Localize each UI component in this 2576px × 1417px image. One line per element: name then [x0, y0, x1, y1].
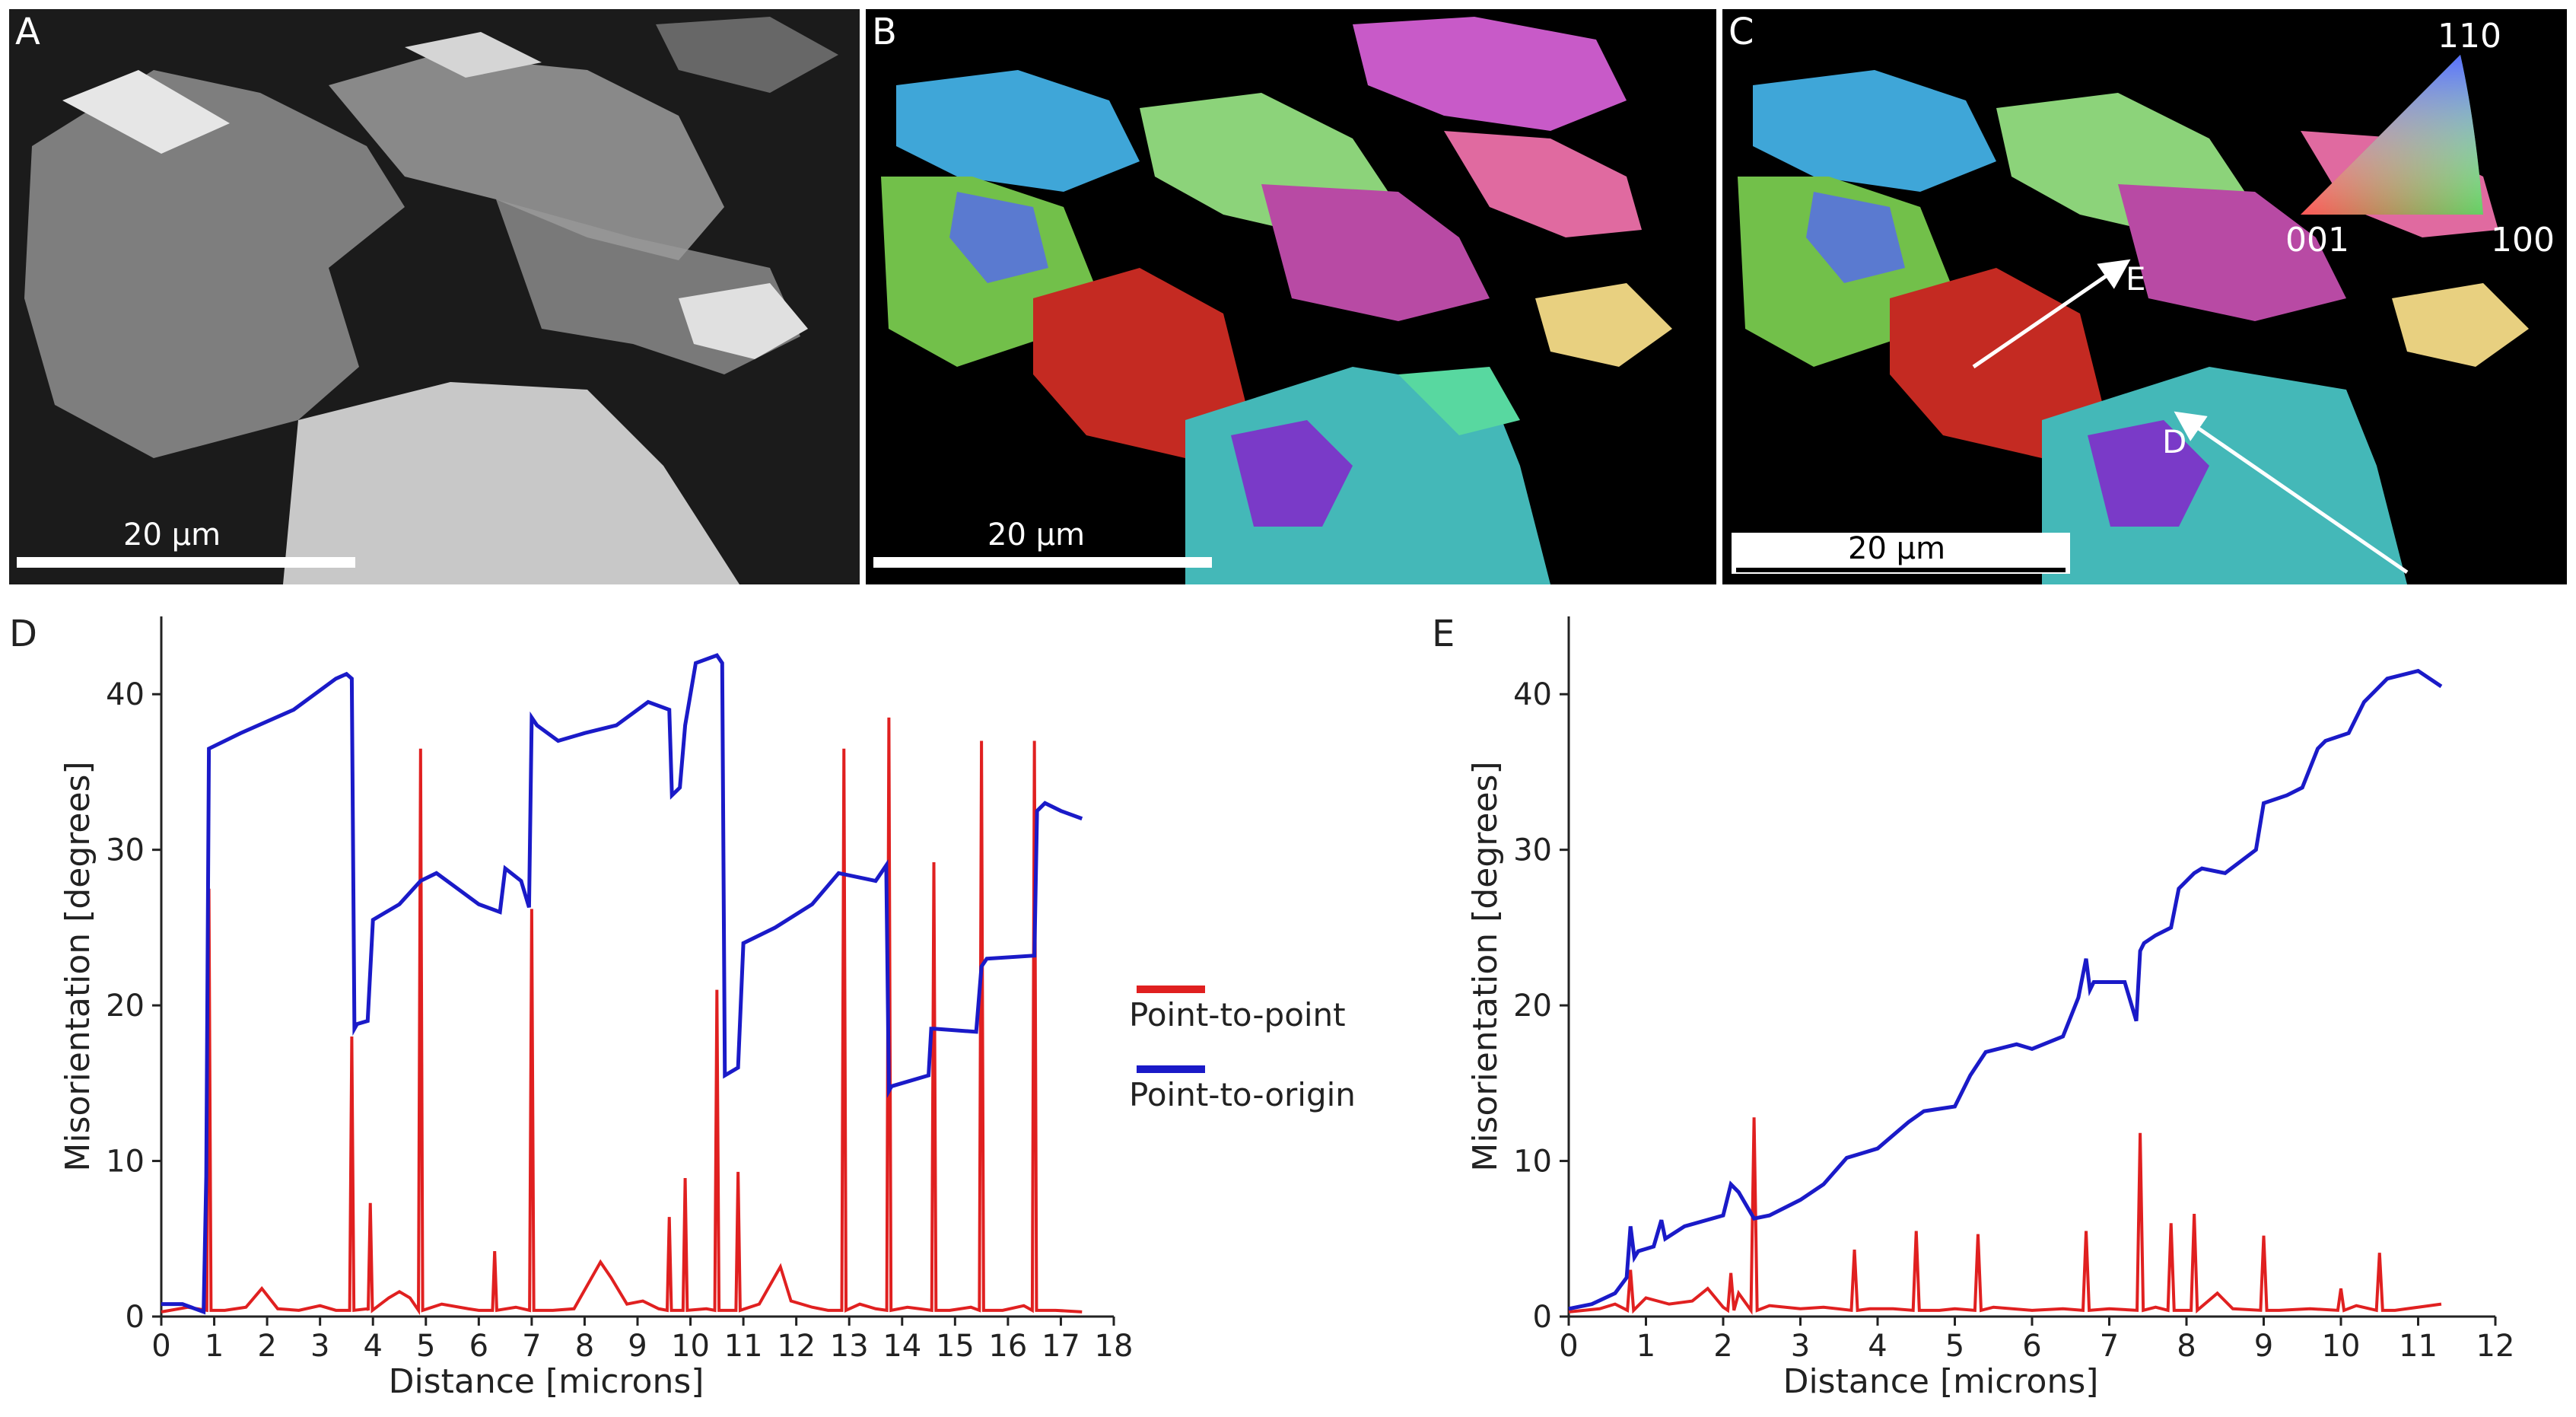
- arrow-label-e: E: [2126, 260, 2146, 298]
- legend-label-point-to-point: Point-to-point: [1129, 996, 1346, 1033]
- x-axis-label: Distance [microns]: [1783, 1362, 2099, 1401]
- ipf-color-key: [2301, 55, 2483, 215]
- panel-label-b: B: [872, 11, 897, 53]
- x-tick-label: 11: [2399, 1329, 2438, 1364]
- x-tick-label: 0: [151, 1329, 170, 1364]
- x-tick-label: 12: [777, 1329, 816, 1364]
- ipf-label-110: 110: [2438, 17, 2501, 56]
- x-tick-label: 9: [2254, 1329, 2273, 1364]
- x-tick-label: 11: [724, 1329, 763, 1364]
- y-tick-label: 10: [106, 1145, 145, 1180]
- x-tick-label: 3: [1791, 1329, 1810, 1364]
- x-tick-label: 4: [1868, 1329, 1887, 1364]
- y-axis-label: Misorientation [degrees]: [59, 761, 97, 1171]
- x-tick-label: 2: [257, 1329, 276, 1364]
- x-tick-label: 1: [1636, 1329, 1655, 1364]
- x-tick-label: 8: [575, 1329, 594, 1364]
- y-tick-label: 10: [1513, 1145, 1552, 1180]
- y-tick-label: 20: [1513, 989, 1552, 1024]
- arrow-e: [1972, 259, 2131, 369]
- x-tick-label: 2: [1713, 1329, 1732, 1364]
- x-tick-label: 7: [2100, 1329, 2119, 1364]
- x-tick-label: 5: [1945, 1329, 1964, 1364]
- ipf-label-001: 001: [2285, 221, 2349, 260]
- panel-b-ebsd-map: B 20 µm: [866, 9, 1716, 584]
- x-tick-label: 0: [1559, 1329, 1578, 1364]
- x-tick-label: 12: [2476, 1329, 2515, 1364]
- series-point-to-origin: [1568, 668, 2443, 1311]
- y-tick-label: 20: [106, 989, 145, 1024]
- y-axis-label: Misorientation [degrees]: [1466, 761, 1505, 1171]
- x-tick-label: 8: [2177, 1329, 2196, 1364]
- y-tick-label: 0: [1533, 1300, 1552, 1335]
- x-tick-label: 4: [363, 1329, 382, 1364]
- sem-micrograph: [9, 9, 860, 584]
- scale-bar-b: [873, 557, 1212, 568]
- x-tick-label: 10: [671, 1329, 710, 1364]
- x-tick-label: 15: [936, 1329, 975, 1364]
- y-tick-label: 30: [1513, 833, 1552, 868]
- x-tick-label: 10: [2322, 1329, 2361, 1364]
- scale-label-a: 20 µm: [123, 517, 221, 552]
- series-point-to-point: [161, 717, 1083, 1316]
- scale-label-c: 20 µm: [1848, 531, 1946, 566]
- scale-bar-c-inner: [1736, 568, 2066, 572]
- x-tick-label: 14: [883, 1329, 921, 1364]
- y-tick-label: 40: [1513, 677, 1552, 712]
- legend-label-point-to-origin: Point-to-origin: [1129, 1076, 1356, 1113]
- x-tick-label: 6: [2022, 1329, 2041, 1364]
- chart-d: 0 1 2 3 4 5 6 7 8 9 10 11 12 13 14 15 16 17 18010203040Dis…: [59, 616, 1356, 1401]
- scale-bar-a: [17, 557, 355, 568]
- ebsd-orientation-map: [866, 9, 1716, 584]
- y-tick-label: 0: [126, 1300, 145, 1335]
- panel-c-ebsd-map: C 110 001 100 E D 20 µm: [1722, 9, 2567, 584]
- panel-a-sem-image: A 20 µm: [9, 9, 860, 584]
- y-tick-label: 30: [106, 833, 145, 868]
- x-tick-label: 17: [1042, 1329, 1080, 1364]
- x-tick-label: 9: [628, 1329, 647, 1364]
- panel-label-a: A: [15, 11, 40, 53]
- x-tick-label: 16: [988, 1329, 1027, 1364]
- x-tick-label: 3: [310, 1329, 329, 1364]
- x-tick-label: 13: [830, 1329, 869, 1364]
- x-tick-label: 7: [522, 1329, 541, 1364]
- x-tick-label: 1: [205, 1329, 224, 1364]
- arrow-d: [2174, 411, 2409, 575]
- series-point-to-point: [1568, 1117, 2442, 1315]
- ipf-label-100: 100: [2491, 221, 2555, 260]
- ebsd-orientation-map-c: [1722, 9, 2567, 584]
- scale-label-b: 20 µm: [987, 517, 1086, 552]
- panel-label-c: C: [1728, 11, 1754, 53]
- series-point-to-origin: [161, 653, 1083, 1315]
- scale-bar-c-bg: [1732, 533, 2070, 563]
- panel-label-e: E: [1432, 613, 1455, 655]
- x-axis-label: Distance [microns]: [389, 1362, 704, 1401]
- arrow-label-d: D: [2162, 423, 2187, 460]
- y-tick-label: 40: [106, 677, 145, 712]
- x-tick-label: 5: [416, 1329, 435, 1364]
- x-tick-label: 18: [1095, 1329, 1134, 1364]
- x-tick-label: 6: [469, 1329, 488, 1364]
- panel-label-d: D: [9, 613, 37, 655]
